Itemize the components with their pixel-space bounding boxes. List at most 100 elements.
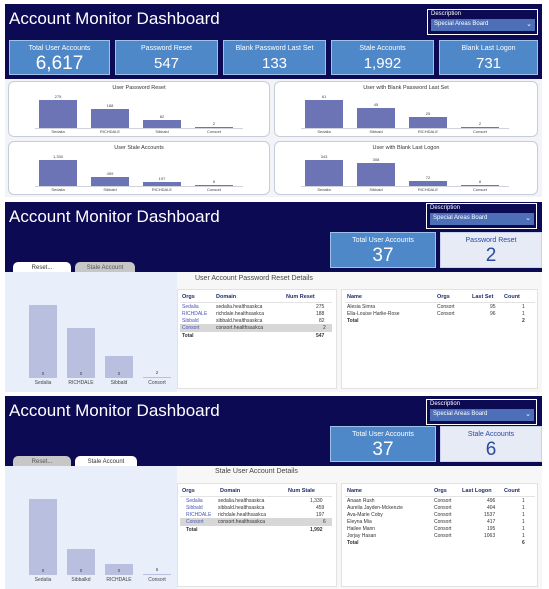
chart-bar[interactable] [39,100,77,128]
chart-bar[interactable] [143,120,181,128]
table-cell-org[interactable]: Sibbald [182,318,199,324]
table-cell-org[interactable]: Sedalia [182,304,199,310]
kpi-blank-password-last-set[interactable]: Blank Password Last Set 133 [223,40,326,75]
col-header-num-reset[interactable]: Num Reset [286,294,315,300]
kpi-stale-accounts[interactable]: Stale Accounts 1,992 [331,40,434,75]
table-cell-org[interactable]: Consort [182,325,200,331]
chart-bar[interactable] [105,356,133,378]
col-header-orgs[interactable]: Orgs [437,294,450,300]
stale-org-bar-chart[interactable]: 0 Sedalia 0 Sibbalkd 0 RICHDALE 6 Consort [5,466,177,589]
kpi-total-user-accounts[interactable]: Total User Accounts 37 [330,426,436,462]
tab-reset[interactable]: Reset... [13,262,71,274]
chart-bar[interactable] [67,328,95,378]
table-cell-count: 1 [522,519,525,525]
col-header-count[interactable]: Count [504,294,520,300]
description-filter[interactable]: Description Special Areas Board ⌄ [426,203,537,229]
col-header-orgs[interactable]: Orgs [434,488,447,494]
chart-bar[interactable] [29,499,57,575]
table-cell-num: 275 [316,304,325,310]
bar-value-label: 45 [373,102,379,107]
page-title: Account Monitor Dashboard [9,207,220,226]
table-total-label: Total [182,333,194,339]
kpi-stale-accounts[interactable]: Stale Accounts 6 [440,426,542,462]
reset-detail-panel: Account Monitor Dashboard Description Sp… [5,202,542,392]
table-row-selected[interactable] [180,324,332,332]
chart-blank-password-last-set[interactable]: User with Blank Password Last Set 61 Seda… [274,81,538,137]
tab-stale-account[interactable]: Stale Account [75,456,137,468]
chart-blank-last-logon[interactable]: User with Blank Last Logon 343 Sedalia 308… [274,141,538,195]
divider [345,302,535,303]
chart-bar[interactable] [39,160,77,186]
description-filter[interactable]: Description Special Areas Board ⌄ [426,399,537,425]
table-cell-org[interactable]: RICHDALE [182,311,208,317]
chart-bar[interactable] [91,177,129,186]
chart-bar[interactable] [143,574,171,575]
chart-bar[interactable] [305,100,343,128]
chart-bar[interactable] [461,185,499,186]
table-row-selected[interactable] [180,518,332,526]
chart-bar[interactable] [409,117,447,128]
kpi-value: 133 [261,55,288,72]
bar-category-label: RICHDALE [106,577,132,583]
table-cell-num: 2 [323,325,326,331]
col-header-name[interactable]: Name [347,294,362,300]
chevron-down-icon[interactable]: ⌄ [525,215,531,222]
bar-category-label: Sedalia [317,129,331,134]
divider [180,302,332,303]
kpi-total-user-accounts[interactable]: Total User Accounts 37 [330,232,436,268]
table-cell-org[interactable]: Sedalia [186,498,203,504]
table-cell-org: Consort [437,311,455,317]
bar-value-label: 25 [425,111,431,116]
col-header-last-logon[interactable]: Last Logon [462,488,492,494]
reset-org-bar-chart[interactable]: 0 Sedalia 0 RICHDALE 0 Sibbald 2 Consort [5,272,177,392]
bar-category-label: RICHDALE [151,187,173,192]
table-cell-name: Hailee Mann [347,526,376,532]
description-select[interactable]: Special Areas Board ⌄ [431,19,535,31]
kpi-label: Total User Accounts [28,45,91,52]
col-header-domain[interactable]: Domain [216,294,237,300]
chart-bar[interactable] [357,163,395,186]
table-cell-num: 188 [316,311,325,317]
col-header-orgs[interactable]: Orgs [182,294,195,300]
chevron-down-icon[interactable]: ⌄ [526,21,532,28]
col-header-count[interactable]: Count [504,488,520,494]
chart-title: User with Blank Last Logon [372,145,440,151]
chart-bar[interactable] [305,160,343,186]
tab-stale-account[interactable]: Stale Account [75,262,135,274]
chart-bar[interactable] [461,127,499,128]
chevron-down-icon[interactable]: ⌄ [525,411,531,418]
kpi-total-user-accounts[interactable]: Total User Accounts 6,617 [9,40,110,75]
chart-user-stale-accounts[interactable]: User Stale Accounts 1,330 Sedalia 459 Sibba… [8,141,270,195]
tab-reset[interactable]: Reset... [13,456,71,468]
description-select[interactable]: Special Areas Board ⌄ [430,213,534,225]
col-header-domain[interactable]: Domain [220,488,241,494]
chart-bar[interactable] [105,564,133,575]
table-cell-count: 1 [522,311,525,317]
chart-bar[interactable] [357,108,395,128]
col-header-num-stale[interactable]: Num Stale [288,488,315,494]
table-cell-org[interactable]: Consort [186,519,204,525]
chart-bar[interactable] [143,377,171,378]
table-cell-org[interactable]: RICHDALE [186,512,212,518]
col-header-orgs[interactable]: Orgs [182,488,195,494]
description-filter[interactable]: Description Special Areas Board ⌄ [427,9,538,35]
chart-bar[interactable] [91,109,129,128]
kpi-password-reset[interactable]: Password Reset 2 [440,232,542,268]
col-header-name[interactable]: Name [347,488,362,494]
chart-user-password-reset[interactable]: User Password Reset 275 Sedalia 188 RICHDAL… [8,81,270,137]
kpi-password-reset[interactable]: Password Reset 547 [115,40,218,75]
chart-bar[interactable] [409,181,447,186]
kpi-blank-last-logon[interactable]: Blank Last Logon 731 [439,40,538,75]
bar-category-label: Consort [206,129,221,134]
col-header-last-set[interactable]: Last Set [472,294,494,300]
table-cell-domain: consort.healthsaskca [218,519,265,525]
table-cell-org: Consort [437,304,455,310]
chart-bar[interactable] [143,182,181,186]
chart-bar[interactable] [195,127,233,128]
chart-bar[interactable] [195,185,233,186]
table-cell-org[interactable]: Sibbald [186,505,203,511]
chart-bar[interactable] [29,305,57,378]
table-cell-num: 197 [316,512,325,518]
description-select[interactable]: Special Areas Board ⌄ [430,409,534,421]
chart-bar[interactable] [67,549,95,575]
